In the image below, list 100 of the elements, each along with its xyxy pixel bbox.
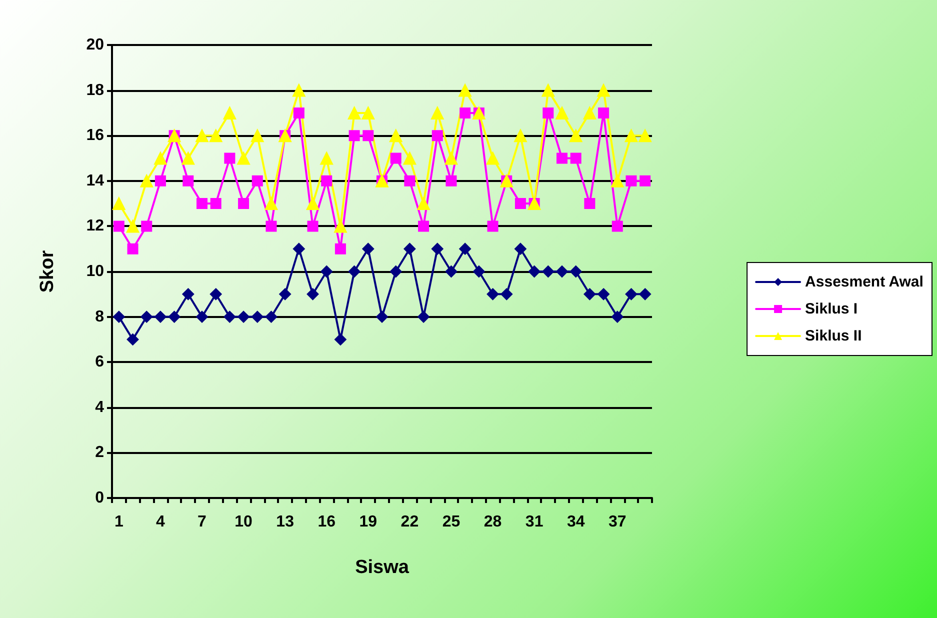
point xyxy=(140,310,153,323)
y-tick-label: 12 xyxy=(86,218,104,235)
point xyxy=(486,288,499,300)
point xyxy=(321,175,332,186)
point xyxy=(334,333,346,346)
point xyxy=(389,129,402,142)
point xyxy=(556,152,568,164)
point xyxy=(430,106,444,120)
point xyxy=(306,197,320,210)
point xyxy=(306,288,319,300)
point xyxy=(154,310,166,323)
legend-label: Siklus II xyxy=(805,328,862,344)
point xyxy=(570,266,582,278)
point xyxy=(584,288,596,300)
point xyxy=(362,106,375,120)
point xyxy=(279,288,292,300)
point xyxy=(112,197,126,210)
point xyxy=(307,220,318,232)
legend-label: Siklus I xyxy=(805,300,858,318)
point xyxy=(418,310,430,323)
point xyxy=(126,220,140,233)
point xyxy=(182,175,194,186)
point xyxy=(376,310,388,323)
point xyxy=(237,152,250,165)
y-tick-label: 6 xyxy=(95,354,104,371)
point xyxy=(610,174,624,188)
point xyxy=(334,220,347,233)
point xyxy=(625,288,638,300)
point xyxy=(624,129,638,142)
point xyxy=(390,266,402,278)
point xyxy=(223,106,236,120)
point xyxy=(224,310,236,323)
point xyxy=(264,197,278,210)
point xyxy=(112,310,125,323)
point xyxy=(265,310,278,323)
y-tick-label: 18 xyxy=(86,82,104,99)
point xyxy=(168,310,180,323)
point xyxy=(500,288,513,300)
point xyxy=(542,107,554,118)
y-tick-label: 10 xyxy=(86,263,104,280)
point xyxy=(612,220,623,232)
point xyxy=(584,198,596,210)
point xyxy=(250,129,264,142)
point xyxy=(458,84,472,97)
point xyxy=(390,152,402,164)
point xyxy=(251,310,264,323)
x-tick-label: 37 xyxy=(608,514,626,530)
x-tick-label: 7 xyxy=(198,514,207,530)
point xyxy=(626,175,637,186)
point xyxy=(528,266,540,278)
point xyxy=(196,129,208,142)
point xyxy=(292,242,305,255)
point xyxy=(154,175,166,186)
point xyxy=(238,198,250,210)
point xyxy=(598,288,610,300)
y-tick-label: 8 xyxy=(95,308,104,326)
x-tick-label: 19 xyxy=(359,514,378,530)
point xyxy=(638,129,652,142)
legend-label: Assesment Awal xyxy=(805,274,924,290)
point xyxy=(266,220,277,232)
point xyxy=(431,242,444,255)
point xyxy=(404,175,416,186)
point xyxy=(459,242,472,255)
y-tick-label: 2 xyxy=(95,444,104,462)
point xyxy=(418,220,430,232)
point xyxy=(583,106,596,120)
point xyxy=(472,266,485,278)
point xyxy=(486,152,500,165)
point xyxy=(569,129,582,142)
point xyxy=(292,84,306,97)
point xyxy=(348,266,360,278)
point xyxy=(556,266,568,278)
point xyxy=(196,310,208,323)
point xyxy=(597,84,610,97)
point xyxy=(224,152,236,164)
point xyxy=(460,107,471,118)
point xyxy=(182,288,194,300)
point xyxy=(140,174,154,188)
x-tick-label: 16 xyxy=(318,514,336,530)
point xyxy=(210,198,222,210)
point xyxy=(154,152,167,165)
point xyxy=(542,266,554,278)
point xyxy=(362,130,374,142)
point xyxy=(514,129,527,142)
y-axis-title: Skor xyxy=(37,250,58,293)
point xyxy=(126,333,139,346)
x-tick-label: 25 xyxy=(442,514,460,530)
point xyxy=(403,152,416,165)
point xyxy=(611,310,624,323)
x-tick-label: 1 xyxy=(114,514,124,530)
x-tick-label: 22 xyxy=(400,514,419,530)
point xyxy=(348,106,361,120)
point xyxy=(432,130,443,142)
point xyxy=(446,175,457,186)
point xyxy=(639,288,652,300)
y-tick-label: 20 xyxy=(86,36,104,54)
point xyxy=(445,266,458,278)
point xyxy=(487,220,498,232)
point xyxy=(113,220,124,232)
point xyxy=(556,106,568,120)
